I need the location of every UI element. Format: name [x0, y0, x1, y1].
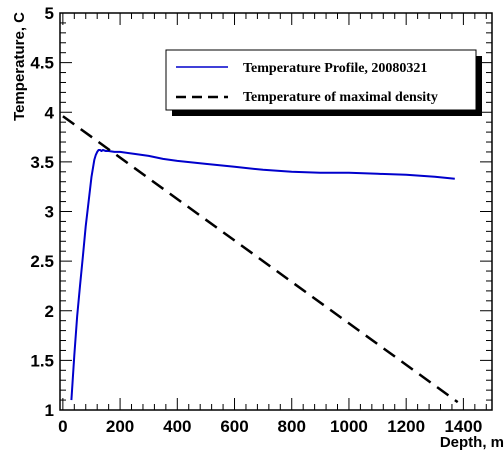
x-axis-title: Depth, m [440, 434, 504, 450]
x-tick-label: 1000 [330, 417, 368, 436]
y-tick-label: 2 [45, 302, 54, 321]
x-tick-label: 0 [58, 417, 67, 436]
y-tick-label: 3 [45, 203, 54, 222]
y-axis-title: Temperature, C [11, 12, 28, 121]
x-tick-label: 800 [278, 417, 306, 436]
y-tick-label: 1 [45, 401, 54, 420]
x-tick-label: 1200 [387, 417, 425, 436]
y-tick-label: 1.5 [30, 351, 54, 370]
x-tick-label: 400 [163, 417, 191, 436]
y-tick-label: 5 [45, 4, 54, 23]
x-tick-label: 600 [220, 417, 248, 436]
x-tick-label: 200 [106, 417, 134, 436]
legend-label-maximal-density: Temperature of maximal density [243, 90, 438, 105]
y-tick-label: 4.5 [30, 54, 54, 73]
y-tick-label: 4 [45, 103, 55, 122]
y-tick-label: 2.5 [30, 252, 54, 271]
legend-box [165, 49, 477, 111]
series-line-temperature-profile [70, 149, 455, 401]
x-tick-label: 1400 [444, 417, 482, 436]
series-line-maximal-density [62, 115, 459, 404]
axes: 0 200 400 600 800 1000 1200 1400 1 1.5 2 2.5 3 3.5 4 4.… [30, 4, 492, 436]
legend: Temperature Profile, 20080321 Temperatur… [165, 49, 482, 116]
legend-label-temperature-profile: Temperature Profile, 20080321 [243, 61, 427, 76]
series-layer [62, 115, 459, 404]
y-tick-label: 3.5 [30, 153, 54, 172]
